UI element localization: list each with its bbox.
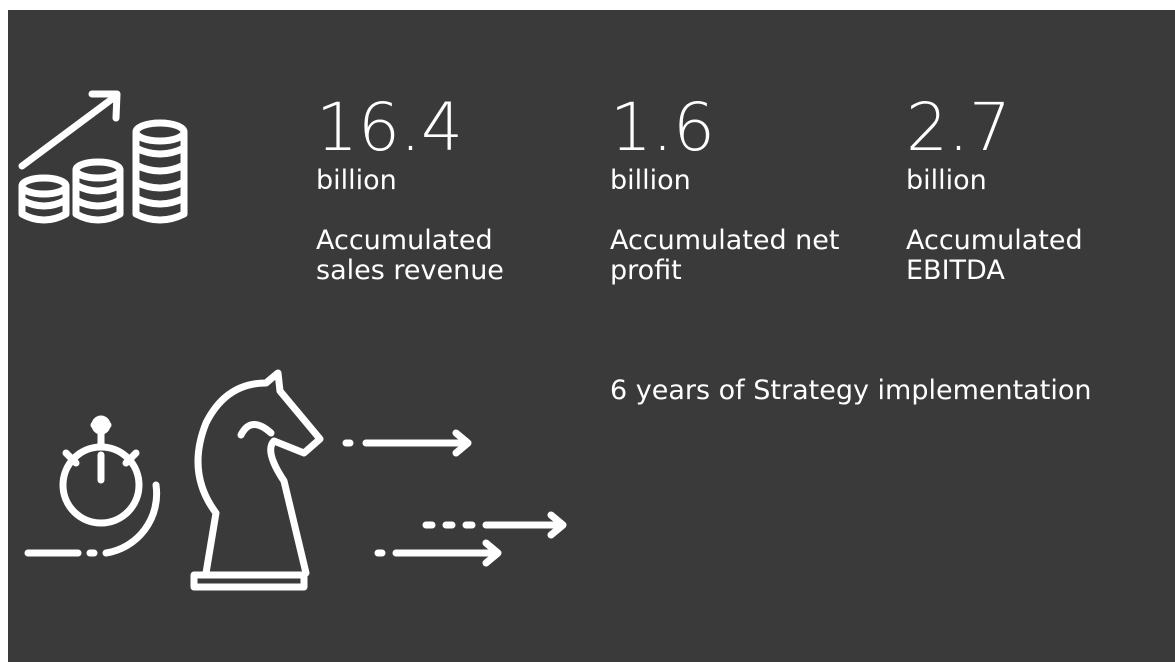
- revenue-icon: [18, 90, 188, 224]
- stat-unit: billion: [610, 165, 691, 196]
- panel: 16.4 billion Accumulated sales revenue 1…: [8, 10, 1175, 662]
- stat-value: 1.6: [610, 89, 715, 166]
- stat: 1.6 billion Accumulated net profit: [610, 90, 875, 286]
- stat-unit: billion: [316, 165, 397, 196]
- stat-label: Accumulated EBITDA: [906, 225, 1083, 286]
- strategy-icon: [24, 369, 567, 591]
- stat-label: Accumulated sales revenue: [316, 225, 504, 286]
- stat: 2.7 billion Accumulated EBITDA: [906, 90, 1106, 286]
- caption: 6 years of Strategy implementation: [610, 375, 1092, 406]
- stat-unit: billion: [906, 165, 987, 196]
- stat-label: Accumulated net profit: [610, 225, 840, 286]
- stat-value: 16.4: [316, 89, 463, 166]
- stat-value: 2.7: [906, 89, 1011, 166]
- stat: 16.4 billion Accumulated sales revenue: [316, 90, 531, 286]
